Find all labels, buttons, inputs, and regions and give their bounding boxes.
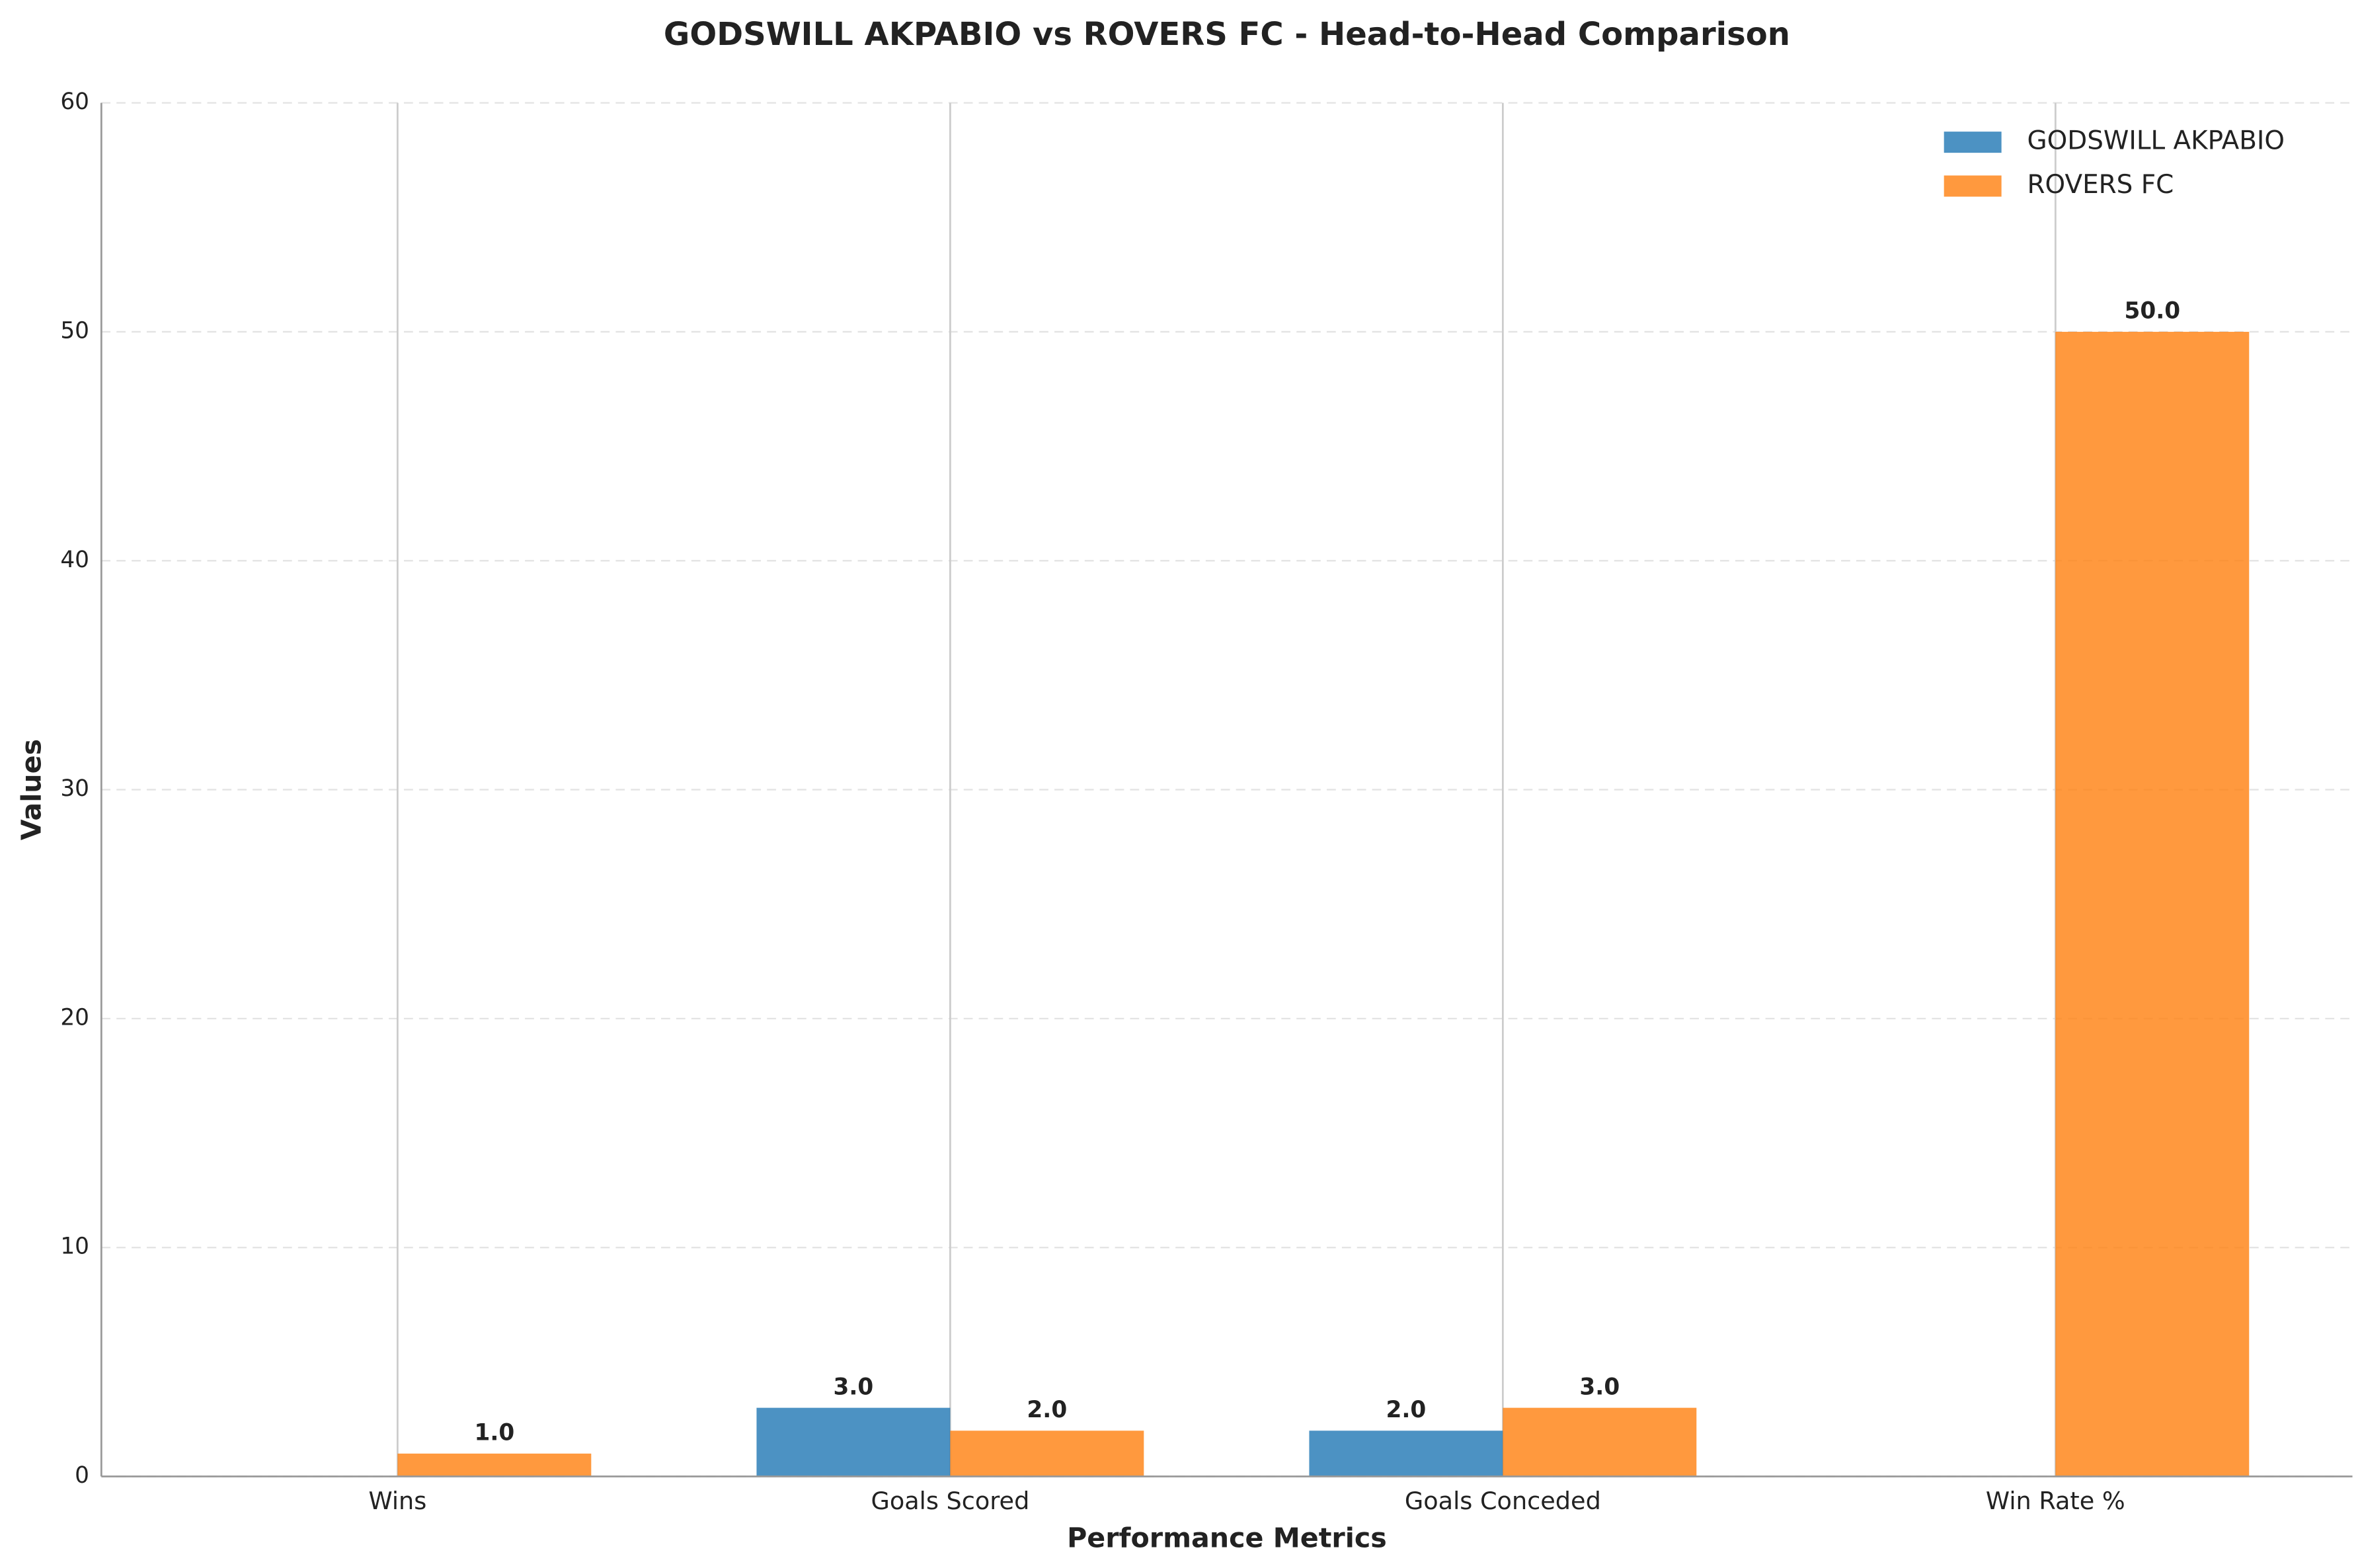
bar <box>950 1431 1144 1477</box>
bar <box>397 1453 592 1477</box>
legend-label: ROVERS FC <box>2027 170 2174 200</box>
x-tick-label: Win Rate % <box>1986 1487 2125 1515</box>
x-tick-label: Goals Conceded <box>1405 1487 1601 1515</box>
value-label: 50.0 <box>2124 298 2180 325</box>
x-tick-label: Goals Scored <box>871 1487 1029 1515</box>
value-label: 3.0 <box>834 1374 874 1400</box>
legend-swatch <box>1944 175 2002 197</box>
legend-label: GODSWILL AKPABIO <box>2027 126 2285 156</box>
y-tick-label: 0 <box>75 1462 89 1489</box>
bar <box>756 1407 951 1477</box>
x-tick-label: Wins <box>368 1487 426 1515</box>
y-tick-label: 10 <box>60 1234 89 1260</box>
bar <box>1503 1407 1697 1477</box>
value-label: 1.0 <box>474 1420 514 1446</box>
value-label: 2.0 <box>1027 1397 1067 1423</box>
x-axis-label: Performance Metrics <box>1067 1522 1387 1554</box>
y-tick-label: 40 <box>60 547 89 573</box>
bar <box>1309 1431 1503 1477</box>
value-label: 3.0 <box>1579 1374 1620 1400</box>
legend-swatch <box>1944 132 2002 153</box>
y-tick-label: 50 <box>60 317 89 344</box>
bar <box>2055 331 2250 1477</box>
y-tick-label: 20 <box>60 1004 89 1031</box>
chart-title: GODSWILL AKPABIO vs ROVERS FC - Head-to-… <box>664 16 1790 53</box>
y-tick-label: 60 <box>60 89 89 115</box>
y-axis-label: Values <box>15 739 47 840</box>
y-tick-label: 30 <box>60 775 89 802</box>
value-label: 2.0 <box>1386 1397 1426 1423</box>
